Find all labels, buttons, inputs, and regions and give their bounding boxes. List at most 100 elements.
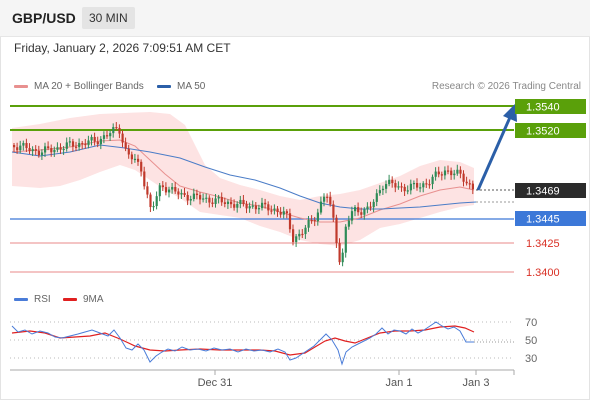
candle-body [199, 195, 202, 200]
candle-body [168, 189, 171, 193]
candle-body [394, 183, 397, 188]
candle-body [273, 208, 276, 211]
candle-body [329, 196, 332, 205]
candle-body [313, 220, 316, 222]
candle-body [422, 183, 425, 188]
candle-body [416, 183, 419, 188]
candlesticks [13, 122, 474, 267]
candle-body [202, 198, 205, 200]
svg-text:1.3469: 1.3469 [526, 186, 560, 198]
candle-body [419, 187, 422, 189]
svg-text:1.3445: 1.3445 [526, 214, 560, 226]
candle-body [295, 236, 298, 242]
candle-body [93, 136, 96, 142]
candle-body [440, 174, 443, 176]
candle-body [459, 169, 462, 174]
candle-body [109, 133, 112, 137]
x-axis-label-jan1: Jan 1 [386, 377, 413, 389]
candle-body [471, 183, 474, 190]
candle-body [372, 201, 375, 208]
candle-body [171, 187, 174, 190]
candle-body [354, 207, 357, 212]
candle-body [363, 209, 366, 215]
candle-body [37, 150, 40, 156]
candle-body [251, 205, 254, 207]
candle-body [381, 188, 385, 191]
candle-body [239, 199, 242, 204]
candle-body [177, 191, 180, 195]
ma20-swatch [14, 85, 28, 88]
candle-body [285, 211, 288, 214]
candle-body [53, 149, 56, 153]
candle-body [208, 197, 211, 203]
rsi-swatch [14, 298, 28, 301]
candle-body [310, 220, 313, 222]
rsi-9ma-line [11, 325, 475, 356]
candle-body [319, 201, 323, 213]
level-label-1.3445: 1.3445 [515, 211, 586, 226]
timeframe-badge[interactable]: 30 MIN [82, 7, 135, 29]
svg-text:1.3540: 1.3540 [526, 102, 560, 114]
candle-body [375, 193, 378, 202]
level-label-1.3400: 1.3400 [526, 267, 560, 279]
candle-body [217, 197, 220, 199]
candle-body [192, 193, 195, 200]
candle-body [75, 146, 78, 148]
candle-body [242, 199, 245, 205]
x-axis-label-jan3: Jan 3 [463, 377, 490, 389]
level-label-1.3425: 1.3425 [526, 238, 560, 250]
candle-body [59, 147, 62, 150]
candle-body [130, 154, 133, 160]
candle-body [254, 205, 257, 210]
candle-body [298, 233, 301, 237]
candle-body [149, 194, 152, 208]
chart-header: GBP/USD 30 MIN [0, 0, 590, 37]
candle-body [378, 190, 381, 194]
candle-body [323, 196, 326, 202]
rsi-tick-70: 70 [525, 317, 537, 329]
ma20-legend-label: MA 20 + Bollinger Bands [34, 81, 144, 92]
candle-body [13, 145, 16, 148]
svg-text:1.3520: 1.3520 [526, 126, 560, 138]
candle-body [338, 243, 341, 263]
candle-body [326, 196, 329, 198]
candle-body [174, 187, 177, 192]
candle-body [158, 185, 161, 197]
candle-body [369, 206, 372, 208]
ma50-line [11, 144, 477, 210]
candle-body [211, 202, 214, 204]
candle-body [301, 233, 304, 236]
candle-body [282, 211, 285, 215]
candle-body [406, 190, 409, 192]
candle-body [28, 148, 31, 152]
forecast-arrow-head [503, 103, 517, 122]
candle-body [84, 143, 87, 146]
candle-body [447, 170, 450, 172]
candle-body [428, 184, 431, 186]
candle-body [183, 192, 186, 195]
candle-body [261, 202, 264, 209]
candle-body [462, 173, 465, 182]
legend-ma9: 9MA [63, 294, 104, 305]
candle-body [385, 184, 388, 189]
candle-body [366, 206, 369, 210]
candle-body [468, 183, 471, 185]
candle-body [397, 186, 400, 188]
candle-body [16, 147, 19, 151]
candle-body [288, 213, 292, 230]
candle-body [360, 212, 363, 215]
candle-body [270, 210, 273, 212]
candle-body [443, 170, 447, 176]
candle-body [465, 181, 468, 184]
candle-body [127, 148, 130, 155]
candle-body [25, 142, 28, 149]
rsi-line [11, 321, 474, 366]
rsi-tick-50: 50 [525, 335, 537, 347]
candle-body [412, 183, 416, 185]
candle-body [31, 149, 34, 152]
candle-body [391, 179, 394, 184]
bollinger-band [12, 112, 474, 246]
candle-body [332, 204, 335, 218]
candle-body [62, 148, 65, 151]
